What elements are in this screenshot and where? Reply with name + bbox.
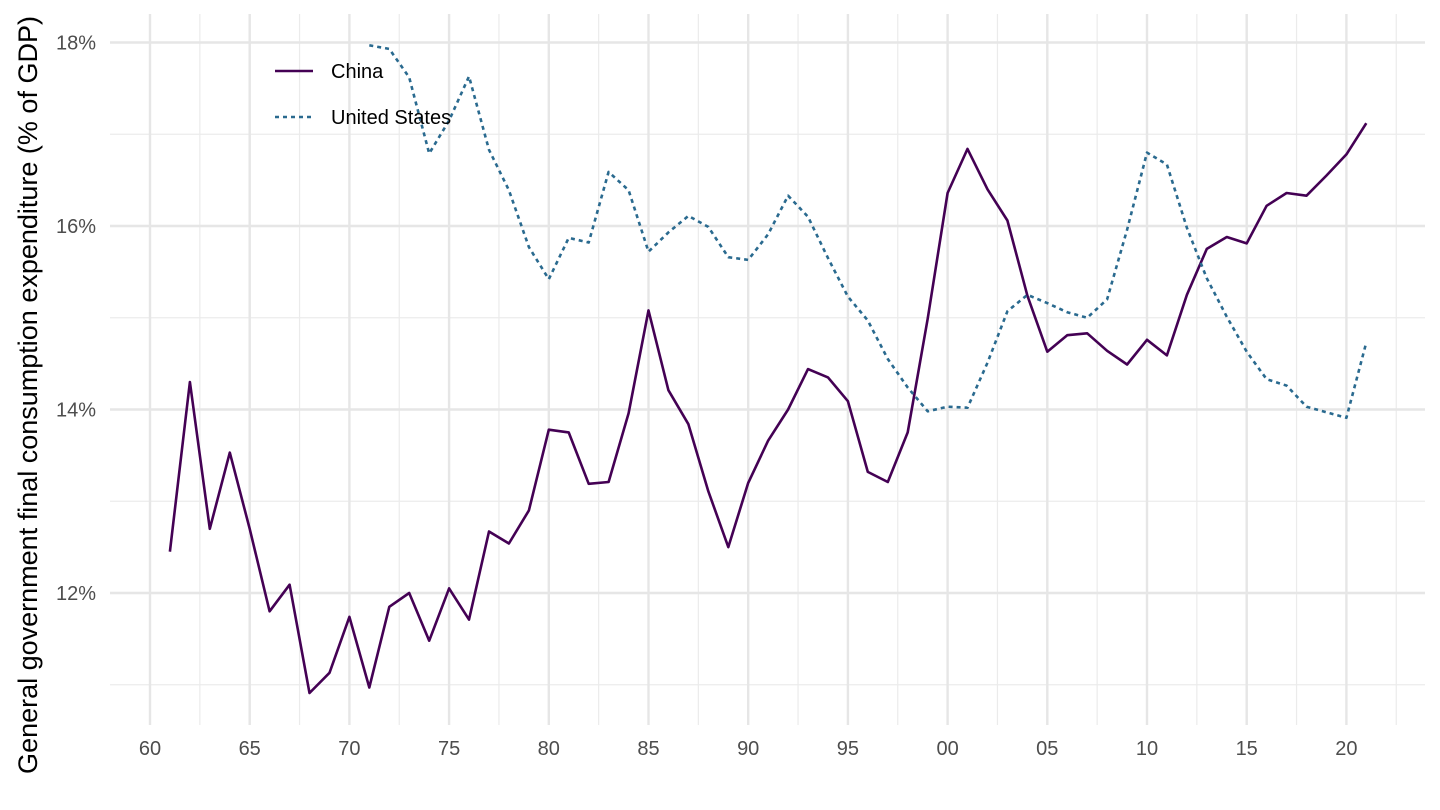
y-axis-title: General government final consumption exp… [13,16,43,774]
y-tick-label: 14% [56,400,96,422]
x-tick-label: 60 [139,738,161,760]
legend-label: China [331,61,384,83]
x-tick-label: 00 [936,738,958,760]
x-tick-label: 95 [837,738,859,760]
x-tick-label: 90 [737,738,759,760]
legend-label: United States [331,107,451,129]
x-axis-tick-labels: 60 65 70 75 80 85 90 95 00 05 10 15 20 [139,738,1358,760]
x-tick-label: 20 [1335,738,1357,760]
minor-gridlines [110,14,1425,725]
x-tick-label: 80 [538,738,560,760]
y-tick-label: 16% [56,216,96,238]
y-axis-tick-labels: 12% 14% 16% 18% [56,33,96,606]
x-tick-label: 85 [637,738,659,760]
series-line-china [168,122,1368,695]
x-tick-label: 75 [438,738,460,760]
x-tick-label: 65 [239,738,261,760]
y-tick-label: 18% [56,33,96,55]
series-line-united-states [369,44,1368,420]
y-tick-label: 12% [56,583,96,605]
series-lines [168,44,1368,695]
x-tick-label: 15 [1236,738,1258,760]
x-tick-label: 05 [1036,738,1058,760]
x-tick-label: 10 [1136,738,1158,760]
x-tick-label: 70 [338,738,360,760]
legend: China United States [275,61,451,129]
major-gridlines [110,14,1425,725]
